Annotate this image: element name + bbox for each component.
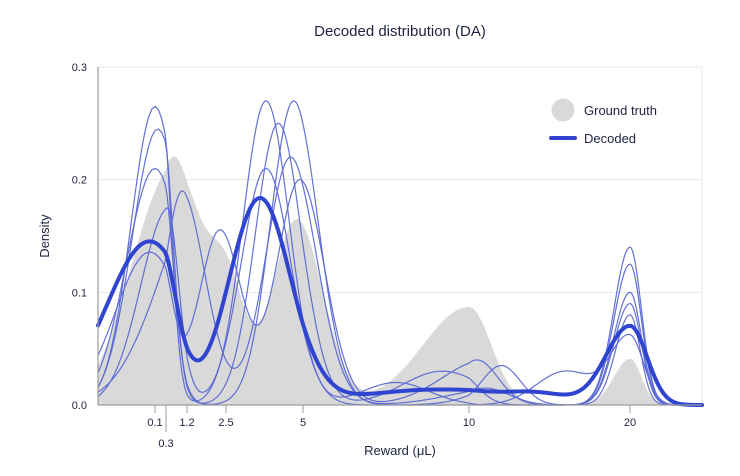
- y-axis-label: Density: [37, 214, 52, 258]
- x-tick-label-2-5: 2.5: [218, 417, 233, 429]
- decoded-curve-layer: [96, 195, 704, 407]
- ground-truth-area: [98, 156, 702, 405]
- legend-ground-truth-marker: [551, 98, 575, 122]
- legend-ground-truth-label: Ground truth: [584, 103, 657, 118]
- x-tick-label-0-3: 0.3: [158, 438, 173, 450]
- ground-truth-layer: [98, 156, 702, 405]
- y-tick-label-0-1: 0.1: [72, 287, 87, 299]
- x-tick-label-0-1: 0.1: [147, 417, 162, 429]
- x-tick-label-20: 20: [624, 417, 636, 429]
- y-tick-label-0-2: 0.2: [72, 175, 87, 187]
- sample-curve-6: [97, 167, 702, 406]
- legend-decoded-label: Decoded: [584, 131, 636, 146]
- x-tick-label-5: 5: [300, 417, 306, 429]
- x-tick-label-1-2: 1.2: [179, 417, 194, 429]
- chart-title: Decoded distribution (DA): [314, 23, 486, 40]
- y-tick-label-0-3: 0.3: [72, 62, 87, 74]
- decoded-curve: [96, 195, 704, 407]
- x-axis-label: Reward (μL): [364, 443, 436, 458]
- y-tick-label-0-0: 0.0: [72, 400, 87, 412]
- sample-curve-5: [97, 178, 702, 406]
- sample-curve-4: [97, 156, 702, 406]
- x-tick-label-10: 10: [463, 417, 475, 429]
- legend: Ground truth Decoded: [549, 98, 657, 146]
- axis-layer: 0.0 0.1 0.2 0.3 0.1 0.3 1.2 2.5 5 10 20: [72, 62, 702, 450]
